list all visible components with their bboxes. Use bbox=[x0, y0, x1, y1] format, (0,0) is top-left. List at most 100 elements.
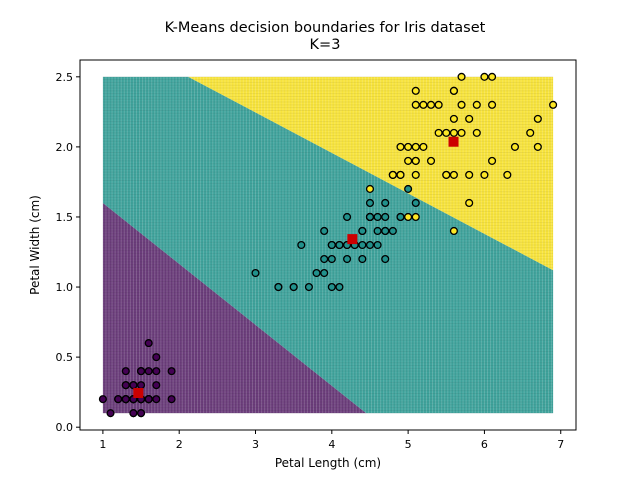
centroid-marker bbox=[133, 388, 144, 398]
data-point bbox=[419, 100, 428, 109]
data-point bbox=[121, 367, 130, 376]
data-point bbox=[396, 212, 405, 222]
data-point bbox=[136, 367, 146, 376]
data-point bbox=[503, 170, 512, 179]
data-point bbox=[488, 100, 497, 109]
data-point bbox=[373, 226, 382, 236]
data-point bbox=[251, 268, 260, 278]
data-point bbox=[320, 268, 329, 278]
data-point bbox=[106, 409, 115, 418]
data-point bbox=[411, 212, 420, 222]
chart-subtitle: K=3 bbox=[310, 37, 341, 53]
data-point bbox=[320, 254, 329, 264]
data-point bbox=[457, 72, 466, 81]
data-point bbox=[411, 156, 420, 165]
data-point bbox=[404, 184, 413, 193]
data-point bbox=[358, 240, 367, 250]
data-point bbox=[480, 72, 489, 81]
data-point bbox=[449, 170, 458, 179]
data-point bbox=[373, 240, 382, 250]
data-point bbox=[320, 226, 329, 236]
data-point bbox=[404, 142, 413, 151]
data-point bbox=[381, 226, 390, 236]
y-tick-label: 2.0 bbox=[56, 141, 74, 154]
data-point bbox=[510, 142, 520, 151]
x-tick-label: 3 bbox=[252, 438, 259, 451]
data-point bbox=[419, 142, 428, 151]
data-point bbox=[388, 170, 397, 179]
data-point bbox=[152, 367, 161, 376]
data-point bbox=[442, 170, 451, 179]
data-point bbox=[411, 100, 420, 109]
data-point bbox=[449, 114, 458, 123]
chart-title: K-Means decision boundaries for Iris dat… bbox=[165, 20, 486, 36]
data-point bbox=[472, 128, 481, 137]
data-point bbox=[343, 254, 352, 264]
x-tick-label: 6 bbox=[481, 438, 488, 451]
x-axis-ticks: 1 2 3 4 5 6 7 bbox=[99, 430, 564, 451]
centroid-marker bbox=[347, 234, 358, 245]
data-point bbox=[144, 395, 153, 404]
data-point bbox=[388, 226, 397, 236]
data-point bbox=[289, 282, 298, 292]
y-tick-label: 1.0 bbox=[56, 281, 74, 294]
data-point bbox=[152, 353, 161, 362]
data-point bbox=[167, 367, 176, 376]
y-tick-label: 0.0 bbox=[56, 421, 74, 434]
data-point bbox=[129, 381, 138, 390]
data-point bbox=[411, 198, 420, 208]
data-point bbox=[373, 212, 382, 222]
data-point bbox=[465, 114, 474, 123]
data-point bbox=[442, 128, 451, 137]
data-point bbox=[304, 282, 313, 292]
data-point bbox=[167, 395, 176, 404]
data-point bbox=[381, 212, 390, 222]
data-point bbox=[488, 72, 497, 81]
data-point bbox=[114, 395, 123, 404]
x-axis-label: Petal Length (cm) bbox=[275, 456, 381, 470]
data-point bbox=[327, 254, 336, 264]
data-point bbox=[274, 282, 283, 292]
data-point bbox=[365, 184, 375, 193]
data-point bbox=[411, 86, 420, 95]
data-point bbox=[526, 128, 535, 137]
data-point bbox=[396, 142, 405, 151]
data-point bbox=[472, 100, 481, 109]
data-point bbox=[98, 395, 107, 404]
data-point bbox=[449, 86, 458, 95]
data-point bbox=[335, 282, 344, 292]
data-point bbox=[488, 156, 497, 165]
data-point bbox=[381, 254, 390, 264]
data-point bbox=[121, 381, 130, 390]
data-point bbox=[144, 339, 153, 348]
y-tick-label: 2.5 bbox=[56, 71, 74, 84]
y-tick-label: 0.5 bbox=[56, 351, 74, 364]
data-point bbox=[335, 240, 344, 250]
data-point bbox=[434, 128, 443, 137]
data-point bbox=[404, 156, 413, 165]
data-point bbox=[129, 409, 138, 418]
data-point bbox=[465, 170, 474, 179]
decision-region-0 bbox=[102, 202, 367, 414]
data-point bbox=[426, 100, 436, 109]
data-point bbox=[449, 128, 458, 137]
data-point bbox=[152, 381, 161, 390]
decision-region-2 bbox=[188, 76, 554, 271]
data-point bbox=[358, 226, 367, 236]
data-point bbox=[365, 212, 375, 222]
data-point bbox=[365, 198, 375, 208]
y-axis-ticks: 0.0 0.5 1.0 1.5 2.0 2.5 bbox=[56, 71, 80, 434]
data-point bbox=[297, 240, 306, 250]
data-point bbox=[404, 212, 413, 222]
data-point bbox=[121, 395, 130, 404]
data-point bbox=[533, 114, 542, 123]
data-point bbox=[457, 100, 466, 109]
data-point bbox=[549, 100, 558, 109]
data-point bbox=[449, 226, 458, 236]
data-points bbox=[98, 72, 558, 418]
data-point bbox=[358, 254, 367, 264]
data-point bbox=[343, 212, 352, 222]
data-point bbox=[434, 100, 443, 109]
data-point bbox=[480, 170, 489, 179]
data-point bbox=[411, 170, 420, 179]
